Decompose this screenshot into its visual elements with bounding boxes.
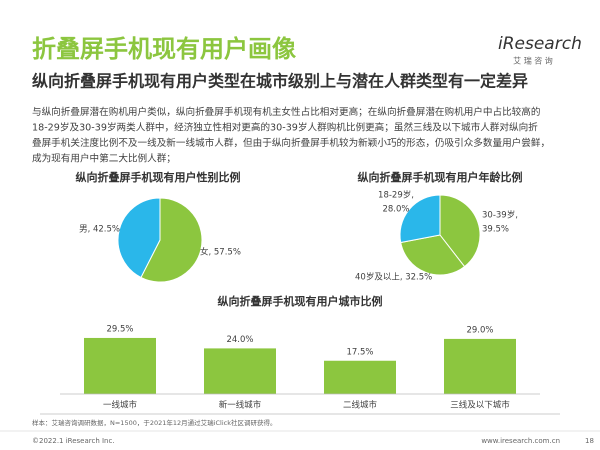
pie-slice [439,194,481,268]
bar [204,348,276,394]
paragraph-line: 与纵向折叠屏潜在购机用户类似，纵向折叠屏手机现有机主女性占比相对更高；在纵向折叠… [32,106,540,118]
pie-slice [140,197,203,283]
paragraph-line: 18-29岁及30-39岁两类人群中，经济独立性相对更高的30-39岁人群购机比… [32,122,538,134]
copyright: ©2022.1 iResearch Inc. [32,437,115,445]
paragraph-line: 叠屏手机关注度比例不及一线及新一线城市人群，但由于纵向折叠屏手机较为新颖小巧的形… [32,137,550,149]
bar [324,360,396,394]
logo: iResearch [498,34,582,54]
slice-label: 女, 57.5% [200,247,241,258]
slice-label: 30-39岁, [482,210,518,221]
logo-sub: 艾 瑞 咨 询 [513,56,553,66]
source: 样本：艾瑞咨询调研数据，N=1500，于2021年12月通过艾瑞iClick社区… [32,418,276,427]
value-label: 29.0% [466,325,493,335]
value-label: 29.5% [106,324,133,334]
subtitle: 纵向折叠屏手机现有用户类型在城市级别上与潜在人群类型有一定差异 [32,72,528,91]
chart-title: 纵向折叠屏手机现有用户城市比例 [218,294,383,308]
chart-title: 纵向折叠屏手机现有用户性别比例 [76,170,241,184]
x-tick-label: 三线及以下城市 [450,400,510,411]
slice-label: 18-29岁, [378,190,414,201]
page-title: 折叠屏手机现有用户画像 [32,35,297,63]
paragraph-line: 成为现有用户中第二大比例人群； [32,153,176,165]
slice-label: 28.0% [382,205,409,215]
x-tick-label: 新一线城市 [219,400,262,411]
pie-slice [117,197,161,279]
slice-label: 40岁及以上, 32.5% [355,272,432,283]
x-tick-label: 二线城市 [343,400,378,411]
chart-title: 纵向折叠屏手机现有用户年龄比例 [358,170,523,184]
value-label: 17.5% [346,347,373,357]
pie-slice [399,194,441,244]
value-label: 24.0% [226,335,253,345]
x-tick-label: 一线城市 [103,400,138,411]
slice-label: 39.5% [482,225,509,235]
bar [444,338,516,394]
url: www.iresearch.com.cn [481,437,560,445]
slice-label: 男, 42.5% [79,225,120,235]
bar [84,337,156,394]
pie-slice [400,234,466,276]
page-number: 18 [585,437,594,445]
